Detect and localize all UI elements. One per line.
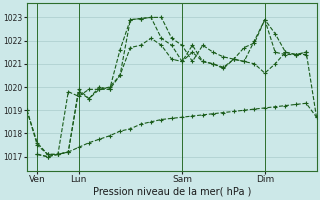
X-axis label: Pression niveau de la mer( hPa ): Pression niveau de la mer( hPa ) — [92, 187, 251, 197]
